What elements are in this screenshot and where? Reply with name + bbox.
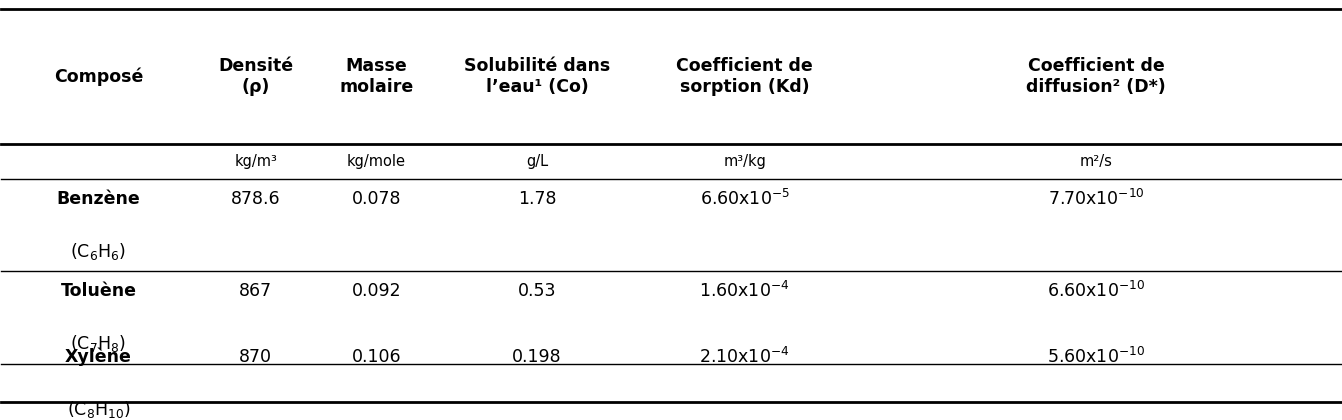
Text: (C$_6$H$_6$): (C$_6$H$_6$) <box>70 241 126 262</box>
Text: Xylène: Xylène <box>64 347 132 366</box>
Text: 867: 867 <box>239 282 272 300</box>
Text: Coefficient de
sorption (Kd): Coefficient de sorption (Kd) <box>676 58 813 96</box>
Text: (C$_7$H$_8$): (C$_7$H$_8$) <box>70 333 126 354</box>
Text: Composé: Composé <box>54 68 144 86</box>
Text: 7.70x10$^{-10}$: 7.70x10$^{-10}$ <box>1048 189 1145 209</box>
Text: m³/kg: m³/kg <box>723 154 766 169</box>
Text: Benzène: Benzène <box>56 190 141 208</box>
Text: 0.53: 0.53 <box>518 282 557 300</box>
Text: 6.60x10$^{-5}$: 6.60x10$^{-5}$ <box>699 189 789 209</box>
Text: kg/mole: kg/mole <box>346 154 405 169</box>
Text: 878.6: 878.6 <box>231 190 280 208</box>
Text: 0.092: 0.092 <box>352 282 401 300</box>
Text: kg/m³: kg/m³ <box>235 154 278 169</box>
Text: Toluène: Toluène <box>60 282 137 300</box>
Text: 6.60x10$^{-10}$: 6.60x10$^{-10}$ <box>1047 281 1145 302</box>
Text: Masse
molaire: Masse molaire <box>340 58 413 96</box>
Text: m²/s: m²/s <box>1080 154 1113 169</box>
Text: 1.78: 1.78 <box>518 190 557 208</box>
Text: Solubilité dans
l’eau¹ (Co): Solubilité dans l’eau¹ (Co) <box>464 58 611 96</box>
Text: 1.60x10$^{-4}$: 1.60x10$^{-4}$ <box>699 281 790 302</box>
Text: g/L: g/L <box>526 154 548 169</box>
Text: 0.078: 0.078 <box>352 190 401 208</box>
Text: Coefficient de
diffusion² (D*): Coefficient de diffusion² (D*) <box>1027 58 1166 96</box>
Text: 5.60x10$^{-10}$: 5.60x10$^{-10}$ <box>1047 346 1145 367</box>
Text: 870: 870 <box>239 348 272 366</box>
Text: 2.10x10$^{-4}$: 2.10x10$^{-4}$ <box>699 346 790 367</box>
Text: 0.198: 0.198 <box>513 348 562 366</box>
Text: (C$_8$H$_{10}$): (C$_8$H$_{10}$) <box>67 399 130 420</box>
Text: Densité
(ρ): Densité (ρ) <box>219 58 294 96</box>
Text: 0.106: 0.106 <box>352 348 401 366</box>
